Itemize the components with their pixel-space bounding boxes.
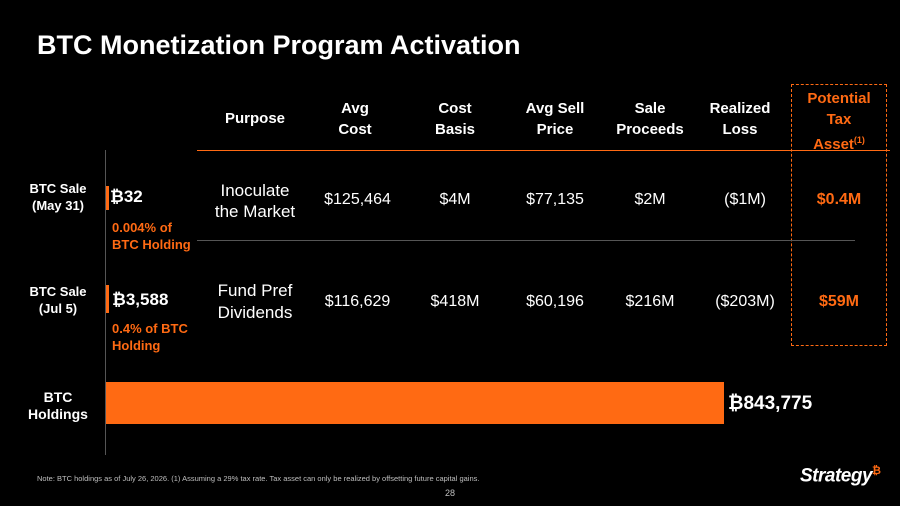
tax-column-highlight (791, 84, 887, 346)
header-divider (197, 150, 890, 151)
holding-percent: 0.4% of BTC Holding (112, 321, 188, 353)
bar-axis (105, 150, 106, 455)
btc-sale-bar (106, 186, 109, 210)
header-cost-basis: Cost Basis (434, 100, 476, 138)
realized-loss-cell: ($203M) (715, 293, 775, 310)
footnote: Note: BTC holdings as of July 26, 2026. … (37, 474, 480, 483)
btc-sale-amount: ₿3,588 (112, 290, 169, 309)
page-number: 28 (444, 488, 455, 498)
cost-basis-cell: $418M (430, 293, 480, 310)
bitcoin-icon: ₿ (872, 465, 881, 477)
btc-holdings-amount: ₿843,775 (728, 393, 813, 414)
header-potential-tax-asset-label: Potential Tax Asset (807, 90, 871, 153)
purpose-cell: Fund Pref Dividends (217, 281, 293, 322)
btc-sale-amount: ₿32 (110, 187, 143, 206)
sale-proceeds-cell: $2M (634, 191, 666, 208)
holding-percent: 0.004% of BTC Holding (112, 220, 191, 252)
avg-sell-price-cell: $60,196 (526, 293, 584, 310)
avg-cost-cell: $125,464 (324, 191, 391, 208)
header-sale-proceeds: Sale Proceeds (616, 100, 684, 138)
sale-proceeds-cell: $216M (625, 293, 675, 310)
row-label-jul5: BTC Sale (Jul 5) (29, 284, 87, 316)
header-potential-tax-asset: Potential Tax Asset(1) (793, 88, 885, 155)
row-label-may31: BTC Sale (May 31) (29, 181, 87, 213)
btc-sale-bar (106, 285, 109, 313)
header-avg-cost: Avg Cost (338, 100, 372, 138)
header-realized-loss: Realized Loss (709, 100, 771, 138)
avg-sell-price-cell: $77,135 (526, 191, 584, 208)
header-avg-sell-price: Avg Sell Price (525, 100, 585, 138)
tax-asset-cell: $0.4M (816, 191, 862, 208)
cost-basis-cell: $4M (439, 191, 471, 208)
strategy-logo: Strategy₿ (800, 465, 881, 487)
avg-cost-cell: $116,629 (324, 293, 391, 310)
purpose-cell: Inoculate the Market (214, 181, 296, 221)
tax-asset-cell: $59M (818, 293, 860, 310)
logo-text: Strategy (800, 465, 873, 487)
row-divider (197, 240, 855, 241)
btc-holdings-bar (106, 382, 724, 424)
header-purpose: Purpose (224, 110, 285, 127)
footnote-marker: (1) (853, 135, 865, 145)
row-label-holdings: BTC Holdings (28, 389, 88, 422)
page-title: BTC Monetization Program Activation (37, 30, 521, 60)
realized-loss-cell: ($1M) (724, 191, 766, 208)
